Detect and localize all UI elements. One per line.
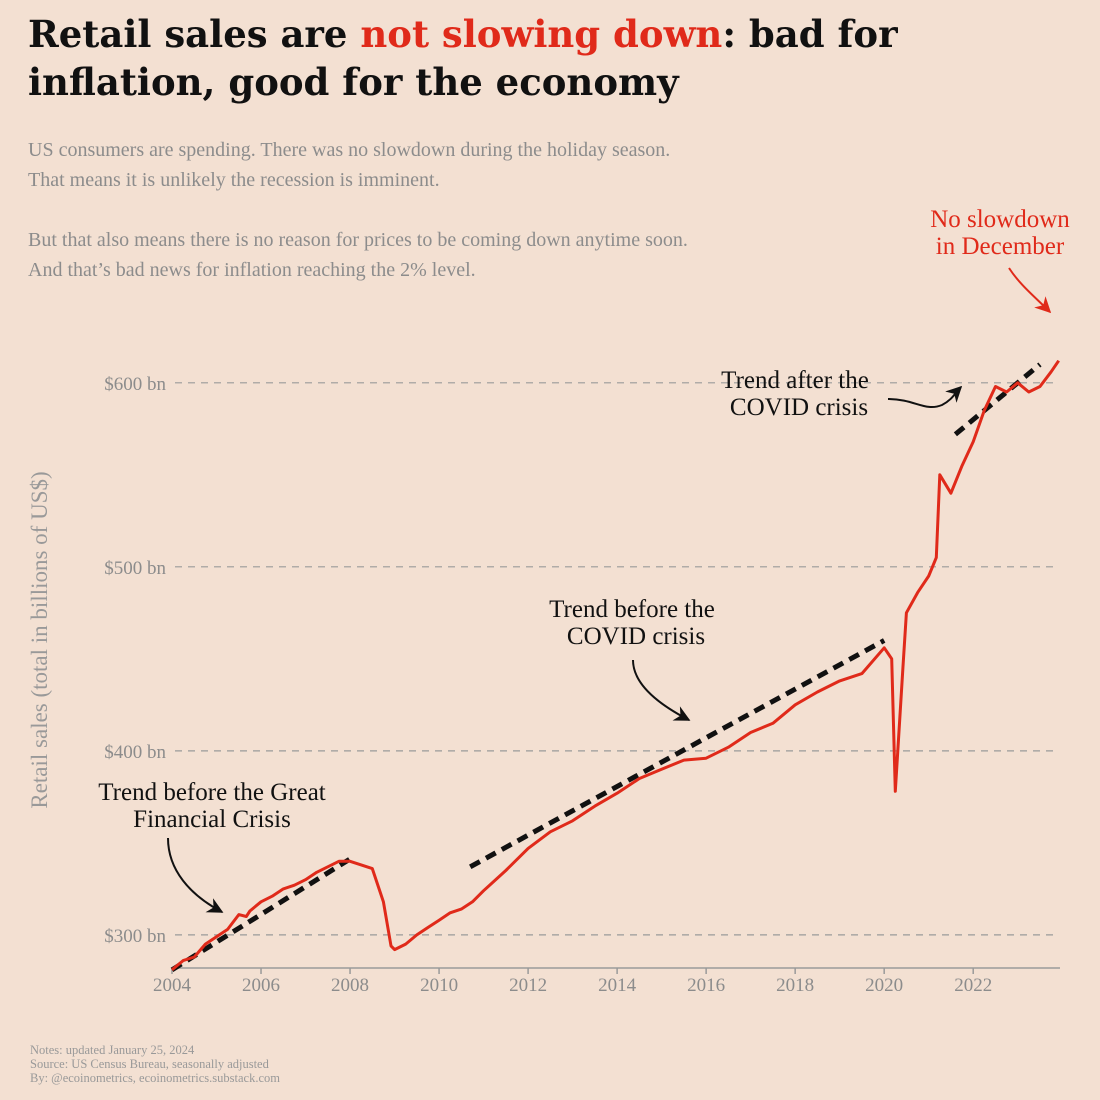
annotation-gfc-arrow xyxy=(167,837,224,913)
trend-line-3 xyxy=(953,362,1042,437)
retail-sales-series-line xyxy=(171,359,1060,971)
annotation-gfc-line-1: Trend before the Great xyxy=(98,779,326,806)
chart-title: Retail sales are not slowing down: bad f… xyxy=(28,10,1078,106)
annotation-december-arrow xyxy=(1008,267,1052,314)
annotation-pre-covid-line-2: COVID crisis xyxy=(567,623,705,650)
x-tick-label-2016: 2016 xyxy=(687,975,725,996)
x-tick-label-2012: 2012 xyxy=(509,975,547,996)
y-tick-label-300: $300 bn xyxy=(104,926,166,947)
annotation-pre-covid-arrow xyxy=(632,659,691,721)
footer-line-byline: By: @ecoinometrics, ecoinometrics.substa… xyxy=(30,1071,280,1085)
footer-line-source: Source: US Census Bureau, seasonally adj… xyxy=(30,1057,269,1071)
subtitle-line-1: US consumers are spending. There was no … xyxy=(28,139,671,161)
title-part-2: : bad for inflation, good for the econom… xyxy=(28,12,898,104)
x-tick-label-2014: 2014 xyxy=(598,975,637,996)
title-part-1: Retail sales are xyxy=(28,12,361,56)
annotation-december-line-1: No slowdown xyxy=(930,206,1070,233)
x-tick-label-2022: 2022 xyxy=(954,975,992,996)
annotation-gfc-line-2: Financial Crisis xyxy=(133,806,291,833)
subtitle-line-4: And that’s bad news for inflation reachi… xyxy=(28,259,476,281)
subtitle-line-3: But that also means there is no reason f… xyxy=(28,229,688,251)
x-tick-label-2020: 2020 xyxy=(865,975,903,996)
x-tick-label-2004: 2004 xyxy=(153,975,192,996)
annotation-post-covid-line-2: COVID crisis xyxy=(730,394,868,421)
trend-line-2 xyxy=(469,638,886,869)
x-tick-label-2010: 2010 xyxy=(420,975,458,996)
y-tick-label-600: $600 bn xyxy=(104,374,166,395)
y-tick-label-500: $500 bn xyxy=(104,558,166,579)
footer-notes: Notes: updated January 25, 2024 Source: … xyxy=(30,1043,280,1085)
title-highlight: not slowing down xyxy=(360,12,723,56)
subtitle-paragraph-2: But that also means there is no reason f… xyxy=(28,225,928,285)
annotation-post-covid-line-1: Trend after the xyxy=(721,367,869,394)
annotation-pre-covid-line-1: Trend before the xyxy=(549,596,715,623)
y-tick-label-400: $400 bn xyxy=(104,742,166,763)
y-axis-label: Retail sales (total in billions of US$) xyxy=(27,471,52,808)
x-tick-label-2008: 2008 xyxy=(331,975,369,996)
x-tick-label-2006: 2006 xyxy=(242,975,280,996)
subtitle-line-2: That means it is unlikely the recession … xyxy=(28,169,440,191)
annotation-post-covid-arrow xyxy=(887,385,963,409)
subtitle-paragraph-1: US consumers are spending. There was no … xyxy=(28,135,928,195)
x-tick-label-2018: 2018 xyxy=(776,975,814,996)
footer-line-notes: Notes: updated January 25, 2024 xyxy=(30,1043,195,1057)
annotation-december-line-2: in December xyxy=(936,233,1065,260)
